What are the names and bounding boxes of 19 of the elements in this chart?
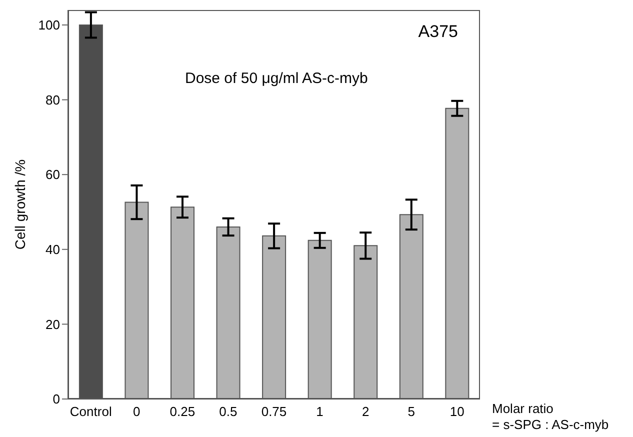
x-tick-label: 2 xyxy=(362,404,370,420)
y-tick-label: 60 xyxy=(46,167,60,182)
y-tick-label: 80 xyxy=(46,92,60,108)
y-tick-label: 100 xyxy=(38,18,60,33)
x-tick-label: Control xyxy=(70,404,112,420)
annotation: Dose of 50 μg/ml AS-c-myb xyxy=(185,70,368,87)
y-tick-label: 40 xyxy=(46,242,60,257)
y-axis-title: Cell growth /% xyxy=(12,159,28,250)
y-tick-label: 0 xyxy=(52,392,60,407)
x-tick-label: 5 xyxy=(408,404,415,420)
x-tick-label: 0.75 xyxy=(261,404,287,420)
x-tick-label: 0.5 xyxy=(219,404,238,420)
y-tick-label: 20 xyxy=(46,316,60,332)
x-tick-label: 10 xyxy=(450,404,464,420)
x-tick-label: 0 xyxy=(133,404,140,420)
x-tick-label: 1 xyxy=(316,404,324,420)
x-axis-title: Molar ratio = s-SPG : AS-c-myb xyxy=(492,401,609,433)
x-tick-label: 0.25 xyxy=(170,404,196,420)
annotation: A375 xyxy=(418,22,458,42)
